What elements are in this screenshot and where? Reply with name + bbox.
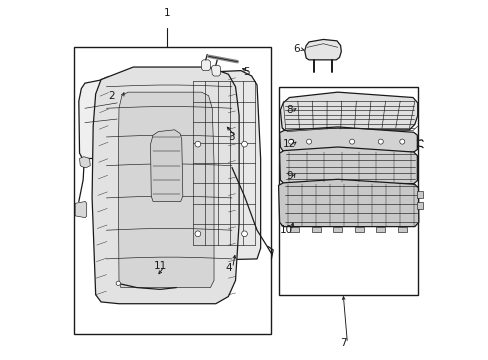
- Text: 1: 1: [164, 8, 170, 18]
- Circle shape: [399, 139, 404, 144]
- Text: 11: 11: [153, 261, 166, 271]
- Circle shape: [116, 281, 120, 285]
- Polygon shape: [150, 130, 183, 202]
- Text: 8: 8: [285, 105, 292, 115]
- Polygon shape: [376, 226, 384, 232]
- Text: 6: 6: [293, 44, 299, 54]
- Circle shape: [349, 139, 354, 144]
- Polygon shape: [279, 127, 416, 152]
- Text: 12: 12: [282, 139, 295, 149]
- Polygon shape: [92, 67, 239, 304]
- Text: 3: 3: [228, 132, 235, 142]
- Circle shape: [195, 141, 201, 147]
- Polygon shape: [311, 226, 320, 232]
- Polygon shape: [290, 226, 298, 232]
- Text: 7: 7: [339, 338, 346, 348]
- Circle shape: [195, 231, 201, 237]
- Text: 2: 2: [107, 91, 114, 101]
- Text: 10: 10: [280, 225, 293, 235]
- Polygon shape: [79, 78, 122, 158]
- Circle shape: [288, 139, 293, 144]
- Polygon shape: [183, 71, 260, 261]
- Circle shape: [378, 139, 383, 144]
- Circle shape: [241, 231, 247, 237]
- Polygon shape: [416, 202, 422, 209]
- Polygon shape: [397, 226, 406, 232]
- Polygon shape: [278, 179, 418, 226]
- Polygon shape: [201, 60, 210, 71]
- Circle shape: [241, 141, 247, 147]
- Polygon shape: [416, 191, 422, 198]
- Polygon shape: [333, 226, 341, 232]
- Bar: [278, 87, 418, 295]
- Text: 5: 5: [243, 67, 249, 77]
- Polygon shape: [304, 40, 341, 60]
- Text: 9: 9: [285, 171, 292, 181]
- Polygon shape: [80, 157, 90, 167]
- Polygon shape: [279, 147, 416, 184]
- Bar: [74, 47, 271, 334]
- Polygon shape: [75, 202, 86, 218]
- Polygon shape: [354, 226, 363, 232]
- Polygon shape: [211, 65, 220, 76]
- Polygon shape: [118, 92, 214, 288]
- Text: 4: 4: [224, 263, 231, 273]
- Polygon shape: [280, 92, 417, 132]
- Circle shape: [306, 139, 311, 144]
